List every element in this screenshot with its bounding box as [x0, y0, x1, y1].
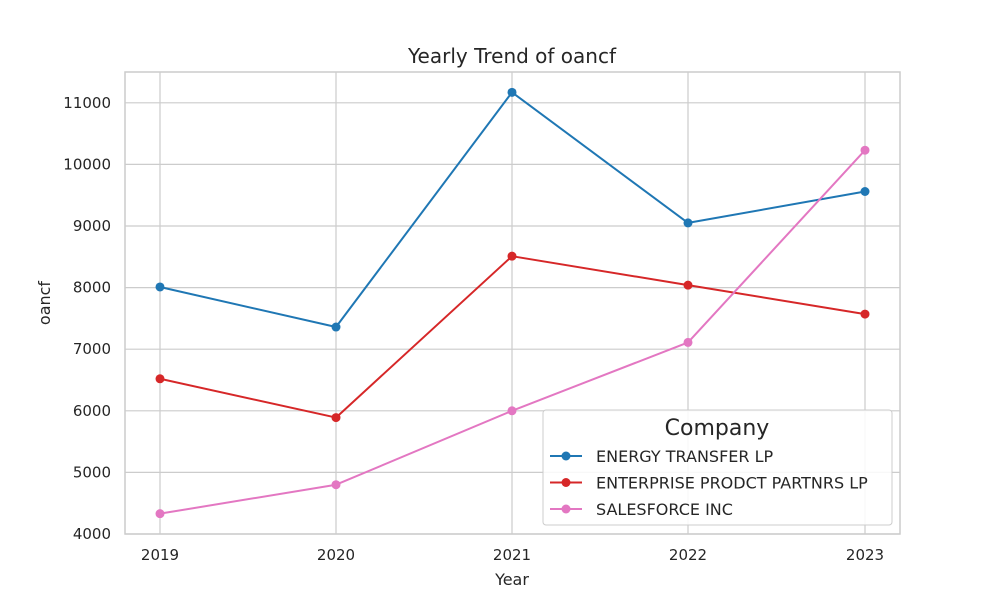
data-point — [507, 87, 517, 97]
series-0 — [155, 87, 870, 332]
y-tick-label: 10000 — [63, 155, 111, 173]
legend-label: ENERGY TRANSFER LP — [596, 447, 774, 466]
data-point — [331, 480, 341, 490]
data-point — [683, 280, 693, 290]
data-point — [331, 322, 341, 332]
y-tick-label: 4000 — [73, 525, 111, 543]
data-point — [507, 251, 517, 261]
data-point — [155, 374, 165, 384]
legend-item: ENTERPRISE PRODCT PARTNRS LP — [550, 474, 868, 493]
grid-lines — [125, 72, 900, 535]
data-point — [155, 282, 165, 292]
y-tick-label: 8000 — [73, 279, 111, 297]
data-point — [860, 187, 870, 197]
x-tick-label: 2021 — [493, 546, 531, 564]
data-point — [331, 413, 341, 423]
legend-box — [542, 409, 893, 526]
legend-label: SALESFORCE INC — [596, 500, 733, 519]
legend-marker — [561, 451, 571, 461]
data-point — [155, 509, 165, 519]
y-tick-label: 11000 — [63, 94, 111, 112]
legend-items: ENERGY TRANSFER LP ENTERPRISE PRODCT PART… — [550, 447, 868, 519]
legend-label: ENTERPRISE PRODCT PARTNRS LP — [596, 474, 868, 493]
x-tick-label: 2019 — [141, 546, 179, 564]
legend-marker — [561, 504, 571, 514]
x-tick-label: 2022 — [669, 546, 707, 564]
legend-title: Company — [665, 416, 770, 441]
chart-title: Yearly Trend of oancf — [407, 44, 617, 68]
series-1 — [155, 251, 870, 423]
y-tick-label: 6000 — [73, 402, 111, 420]
y-tick-label: 5000 — [73, 463, 111, 481]
x-tick-label: 2020 — [317, 546, 355, 564]
y-axis-label: oancf — [35, 281, 54, 326]
data-point — [683, 337, 693, 347]
series-layer — [155, 87, 870, 519]
x-tick-label: 2023 — [846, 546, 884, 564]
x-axis-ticks: 2019 2020 2021 2022 2023 — [141, 546, 884, 564]
x-axis-label: Year — [494, 570, 529, 589]
data-point — [683, 218, 693, 228]
data-point — [860, 309, 870, 319]
data-point — [860, 145, 870, 155]
legend-marker — [561, 478, 571, 487]
plot-frame — [124, 71, 901, 535]
legend: Company ENERGY TRANSFER LP ENTERPRISE PRO… — [542, 409, 893, 526]
legend-item: ENERGY TRANSFER LP — [550, 447, 774, 466]
y-axis-ticks: 4000 5000 6000 7000 8000 9000 10000 11000 — [63, 94, 111, 543]
y-tick-label: 9000 — [73, 217, 111, 235]
series-2 — [155, 145, 870, 519]
legend-item: SALESFORCE INC — [550, 500, 733, 519]
y-tick-label: 7000 — [73, 340, 111, 358]
data-point — [507, 406, 517, 416]
